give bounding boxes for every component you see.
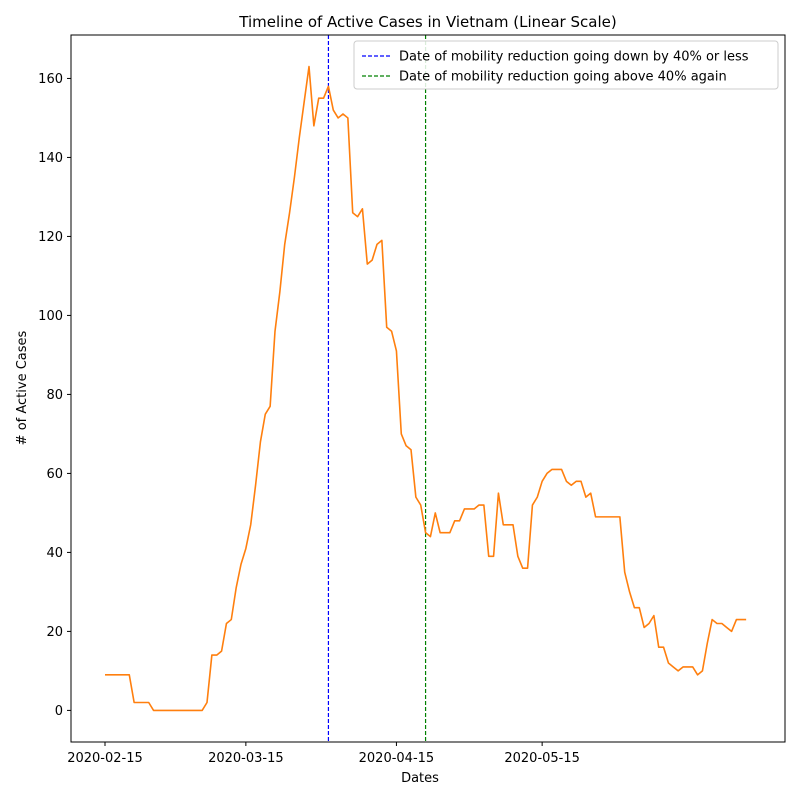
legend: Date of mobility reduction going down by… xyxy=(353,40,779,90)
y-tick-label: 100 xyxy=(38,309,63,324)
reference-lines xyxy=(327,35,427,742)
y-axis-label: # of Active Cases xyxy=(15,330,30,445)
legend-label-2: Date of mobility reduction going above 4… xyxy=(399,70,727,85)
plot-frame xyxy=(70,34,786,743)
plot-area xyxy=(70,34,786,743)
y-axis: 0 20 40 60 80 100 120 140 160 xyxy=(38,72,71,719)
legend-box xyxy=(353,40,779,90)
x-tick-label: 2020-03-15 xyxy=(208,751,284,766)
y-tick-label: 20 xyxy=(46,625,63,640)
y-tick-label: 120 xyxy=(38,230,63,245)
chart-title: Timeline of Active Cases in Vietnam (Lin… xyxy=(238,13,616,31)
series-line-active-cases xyxy=(105,65,747,712)
y-tick-label: 40 xyxy=(46,546,63,561)
y-tick-label: 80 xyxy=(46,388,63,403)
y-tick-label: 160 xyxy=(38,72,63,87)
series-lines xyxy=(105,65,747,712)
legend-label-1: Date of mobility reduction going down by… xyxy=(399,50,749,65)
y-tick-label: 140 xyxy=(38,151,63,166)
x-tick-label: 2020-05-15 xyxy=(504,751,580,766)
y-tick-label: 60 xyxy=(46,467,63,482)
x-axis: 2020-02-15 2020-03-15 2020-04-15 2020-05-15 xyxy=(67,742,580,766)
y-tick-label: 0 xyxy=(55,704,63,719)
x-tick-label: 2020-02-15 xyxy=(67,751,143,766)
x-tick-label: 2020-04-15 xyxy=(359,751,435,766)
x-axis-label: Dates xyxy=(401,771,439,786)
